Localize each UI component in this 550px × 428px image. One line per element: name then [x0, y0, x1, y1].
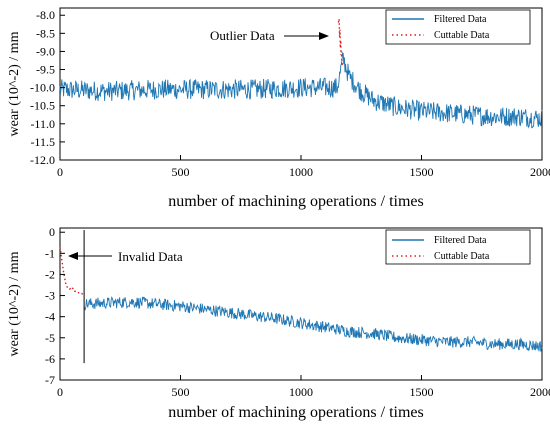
y-tick-label: -12.0 [30, 153, 55, 167]
x-tick-label: 0 [57, 165, 63, 179]
x-tick-label: 1000 [289, 165, 313, 179]
y-tick-label: -8.5 [36, 26, 55, 40]
legend-label-cuttable-top: Cuttable Data [434, 30, 490, 41]
x-tick-label: 1500 [410, 385, 434, 399]
y-tick-label: -7 [45, 373, 55, 387]
y-tick-label: -9.0 [36, 44, 55, 58]
y-tick-label: -2 [45, 267, 55, 281]
y-tick-label: -3 [45, 289, 55, 303]
y-tick-label: -11.0 [30, 117, 55, 131]
y-tick-label: -10.0 [30, 81, 55, 95]
legend-frame-bottom [385, 229, 531, 265]
x-tick-label: 0 [57, 385, 63, 399]
y-tick-label: -11.5 [30, 135, 55, 149]
arrowhead-right-icon [319, 32, 329, 40]
arrowhead-left-icon [68, 252, 78, 260]
series-filtered-line [59, 51, 543, 129]
annotation-invalid: Invalid Data [118, 249, 183, 264]
y-axis-label-bottom: wear (10^-2) / mm [7, 251, 22, 356]
legend-label-cuttable-bottom: Cuttable Data [434, 251, 490, 262]
series-group-top [59, 18, 543, 129]
y-axis-label-top: wear (10^-2) / mm [7, 31, 22, 136]
legend-label-filtered-bottom: Filtered Data [434, 235, 487, 246]
legend-top: Filtered Data Cuttable Data [385, 9, 531, 45]
x-axis-label-top: number of machining operations / times [168, 193, 424, 210]
legend-frame-top [385, 9, 531, 45]
y-tick-label: -6 [45, 352, 55, 366]
series-group-bottom [59, 246, 543, 352]
y-tick-label: -9.5 [36, 63, 55, 77]
series-filtered-line [83, 296, 543, 352]
legend-label-filtered-top: Filtered Data [434, 14, 487, 25]
y-tick-label: -8.0 [36, 8, 55, 22]
annotation-outlier: Outlier Data [210, 28, 275, 43]
y-tick-label: -1 [45, 246, 55, 260]
x-tick-label: 1500 [410, 165, 434, 179]
legend-bottom: Filtered Data Cuttable Data [385, 229, 531, 265]
x-tick-label: 500 [172, 165, 190, 179]
series-cuttable-line [337, 18, 344, 66]
y-tick-label: -10.5 [30, 99, 55, 113]
x-tick-label: 1000 [289, 385, 313, 399]
x-axis-label-bottom: number of machining operations / times [168, 404, 424, 421]
x-tick-label: 500 [172, 385, 190, 399]
series-cuttable-line [59, 246, 85, 297]
y-tick-label: -5 [45, 331, 55, 345]
y-tick-label: 0 [49, 225, 55, 239]
y-tick-label: -4 [45, 310, 55, 324]
